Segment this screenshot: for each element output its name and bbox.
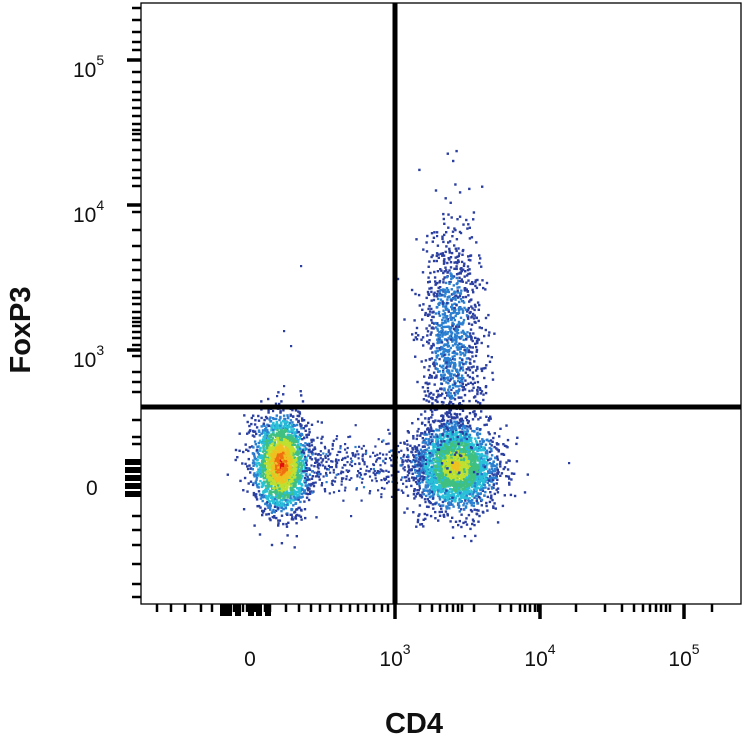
dot-bridge xyxy=(300,420,427,504)
y-axis-title: FoxP3 xyxy=(5,286,37,373)
y-tick-label: 104 xyxy=(73,197,104,227)
dot-cluster-cd4-negative xyxy=(226,390,329,549)
y-dense-tick xyxy=(125,483,141,489)
y-dense-tick xyxy=(125,475,141,481)
x-tick-label: 104 xyxy=(524,641,555,671)
event-dots xyxy=(226,149,571,549)
y-dense-tick xyxy=(125,459,141,465)
x-tick-label: 103 xyxy=(379,641,410,671)
y-dense-tick xyxy=(125,467,141,473)
y-dense-tick xyxy=(125,491,141,497)
x-dense-tick xyxy=(248,604,254,616)
x-dense-tick xyxy=(265,604,271,616)
x-axis: 0 103 104 105 xyxy=(155,604,714,671)
x-tick-label: 0 xyxy=(244,648,256,671)
y-tick-label: 0 xyxy=(86,477,98,500)
x-dense-tick xyxy=(226,604,232,616)
dot-outliers xyxy=(272,232,571,518)
y-tick-label: 103 xyxy=(73,342,104,372)
dot-cluster-cd4-positive-foxp3-positive xyxy=(396,149,502,517)
y-tick-label: 105 xyxy=(73,52,104,82)
x-tick-label: 105 xyxy=(668,641,699,671)
x-dense-tick xyxy=(220,604,226,616)
quadrant-gate xyxy=(141,3,741,604)
x-dense-tick xyxy=(256,604,262,616)
x-dense-tick xyxy=(235,604,241,616)
y-axis: 0 103 104 105 xyxy=(73,6,141,599)
x-axis-title: CD4 xyxy=(385,708,443,740)
